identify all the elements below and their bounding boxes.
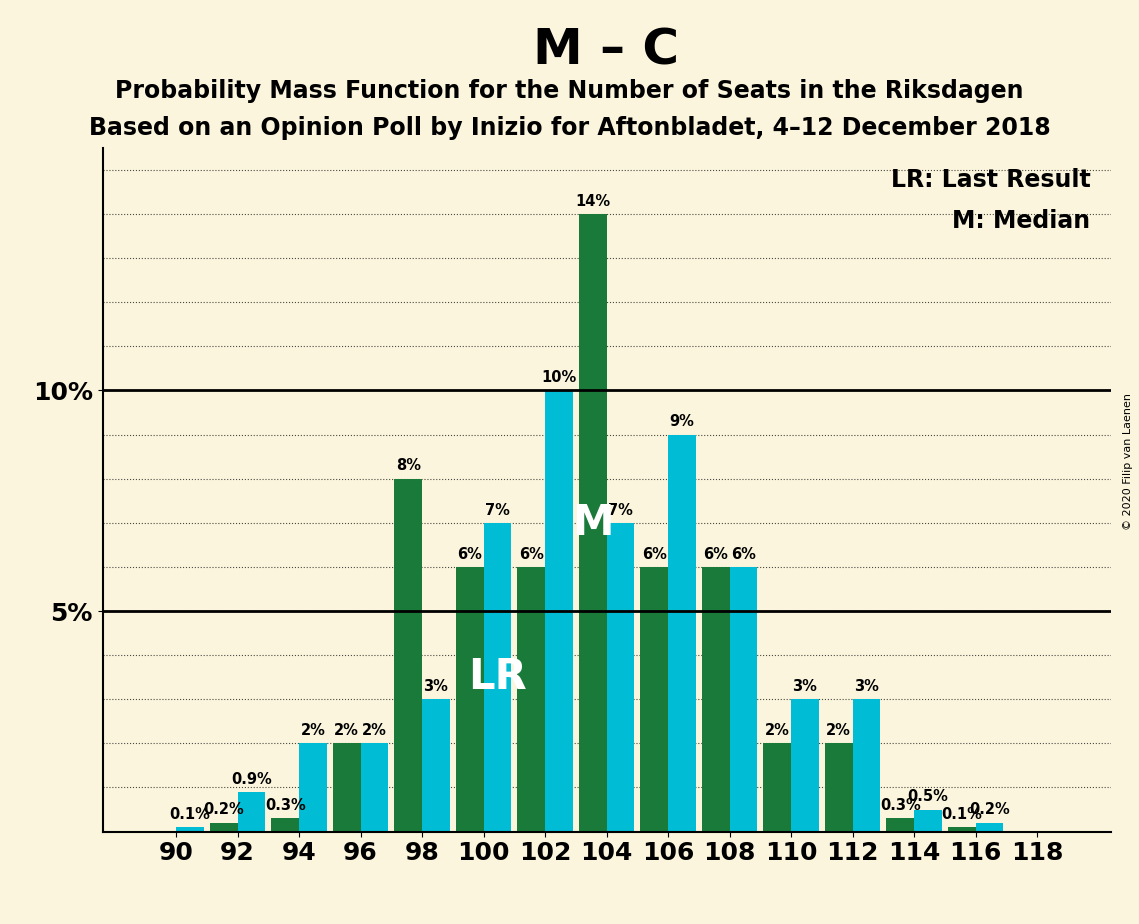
Text: M: Median: M: Median [952,210,1090,234]
Bar [517,567,546,832]
Text: 2%: 2% [764,723,789,738]
Bar [300,744,327,832]
Bar [546,391,573,832]
Bar [702,567,729,832]
Text: Based on an Opinion Poll by Inizio for Aftonbladet, 4–12 December 2018: Based on an Opinion Poll by Inizio for A… [89,116,1050,140]
Title: M – C: M – C [533,27,680,75]
Text: 0.2%: 0.2% [203,802,244,818]
Text: © 2020 Filip van Laenen: © 2020 Filip van Laenen [1123,394,1133,530]
Text: 2%: 2% [334,723,359,738]
Bar [886,819,913,832]
Text: 10%: 10% [541,371,576,385]
Text: M: M [572,502,614,544]
Bar [579,214,607,832]
Text: 6%: 6% [641,547,666,562]
Text: 7%: 7% [608,503,633,517]
Bar [825,744,852,832]
Bar [640,567,667,832]
Bar [456,567,484,832]
Text: 0.3%: 0.3% [264,798,305,813]
Text: 0.5%: 0.5% [908,789,949,804]
Text: 6%: 6% [703,547,728,562]
Bar [852,699,880,832]
Bar [210,822,238,832]
Text: 2%: 2% [362,723,387,738]
Text: 2%: 2% [826,723,851,738]
Bar [607,523,634,832]
Bar [333,744,361,832]
Text: 14%: 14% [575,194,611,209]
Text: 0.1%: 0.1% [941,807,982,821]
Text: 6%: 6% [518,547,543,562]
Text: 0.1%: 0.1% [170,807,211,821]
Text: 0.9%: 0.9% [231,772,272,786]
Text: 0.3%: 0.3% [879,798,920,813]
Bar [271,819,300,832]
Text: 6%: 6% [457,547,482,562]
Text: Probability Mass Function for the Number of Seats in the Riksdagen: Probability Mass Function for the Number… [115,79,1024,103]
Text: LR: LR [468,656,526,699]
Text: 7%: 7% [485,503,510,517]
Bar [394,479,423,832]
Text: 6%: 6% [731,547,756,562]
Text: LR: Last Result: LR: Last Result [891,168,1090,192]
Text: 3%: 3% [854,679,879,694]
Bar [361,744,388,832]
Bar [423,699,450,832]
Bar [177,827,204,832]
Text: 9%: 9% [670,414,695,430]
Text: 0.2%: 0.2% [969,802,1010,818]
Bar [948,827,975,832]
Text: 3%: 3% [793,679,818,694]
Text: 3%: 3% [424,679,449,694]
Bar [729,567,757,832]
Bar [667,434,696,832]
Bar [238,792,265,832]
Bar [913,809,942,832]
Text: 8%: 8% [395,458,420,473]
Bar [790,699,819,832]
Bar [484,523,511,832]
Bar [763,744,790,832]
Text: 2%: 2% [301,723,326,738]
Bar [975,822,1003,832]
